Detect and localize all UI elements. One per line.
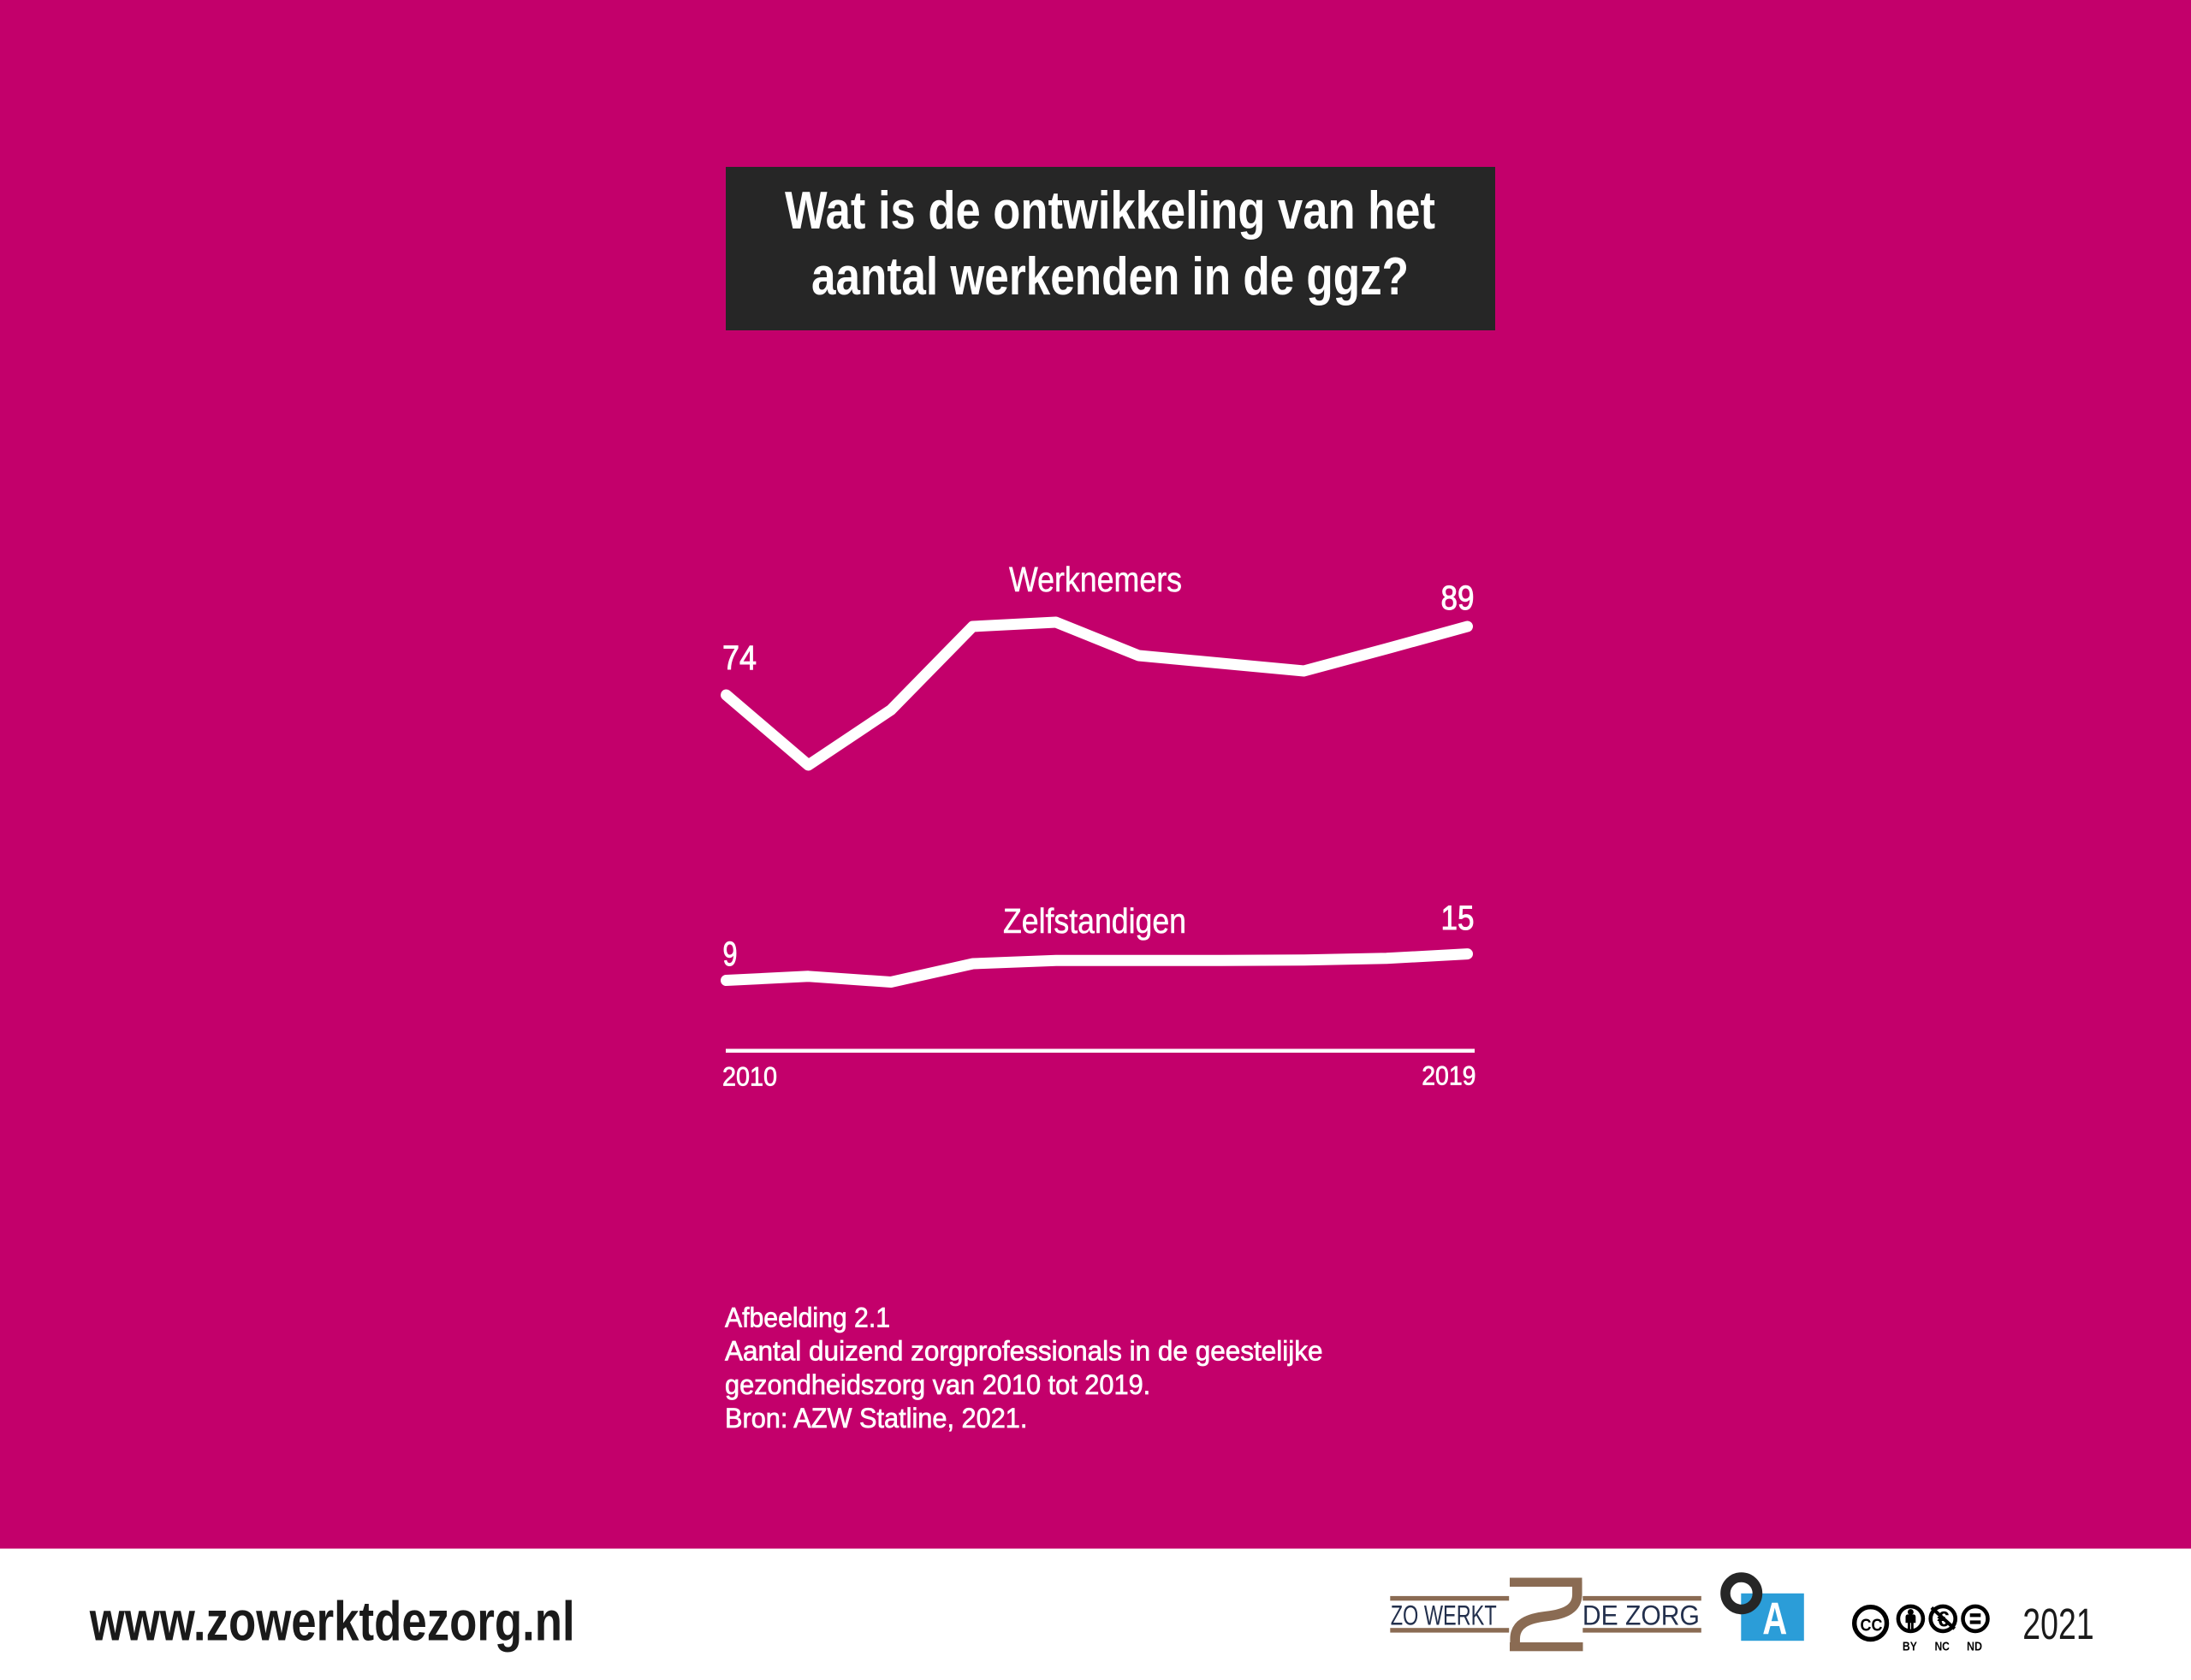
svg-text:NC: NC (1934, 1639, 1950, 1653)
svg-text:74: 74 (722, 639, 757, 677)
svg-text:Aantal duizend zorgprofessiona: Aantal duizend zorgprofessionals in de g… (725, 1336, 1323, 1367)
svg-text:89: 89 (1441, 579, 1475, 617)
svg-text:ZO WERKT: ZO WERKT (1391, 1600, 1497, 1631)
svg-text:15: 15 (1441, 899, 1475, 937)
svg-text:2019: 2019 (1422, 1060, 1476, 1091)
svg-text:Bron: AZW Statline, 2021.: Bron: AZW Statline, 2021. (725, 1403, 1027, 1434)
svg-text:2010: 2010 (722, 1061, 777, 1092)
svg-text:BY: BY (1903, 1639, 1917, 1653)
svg-text:9: 9 (723, 935, 738, 973)
svg-text:Afbeelding 2.1: Afbeelding 2.1 (725, 1303, 890, 1333)
svg-text:2021: 2021 (2022, 1600, 2093, 1648)
svg-text:A: A (1762, 1594, 1787, 1644)
svg-text:www.zowerktdezorg.nl: www.zowerktdezorg.nl (89, 1589, 575, 1652)
svg-text:CC: CC (1861, 1616, 1883, 1635)
svg-text:ND: ND (1967, 1639, 1982, 1653)
svg-text:DE ZORG: DE ZORG (1582, 1600, 1700, 1631)
svg-text:Zelfstandigen: Zelfstandigen (1003, 901, 1186, 941)
svg-text:aantal werkenden in de ggz?: aantal werkenden in de ggz? (811, 247, 1409, 306)
svg-text:gezondheidszorg van 2010 tot 2: gezondheidszorg van 2010 tot 2019. (725, 1369, 1150, 1400)
svg-text:Wat is de ontwikkeling van het: Wat is de ontwikkeling van het (785, 181, 1435, 240)
svg-text:Werknemers: Werknemers (1009, 560, 1182, 599)
